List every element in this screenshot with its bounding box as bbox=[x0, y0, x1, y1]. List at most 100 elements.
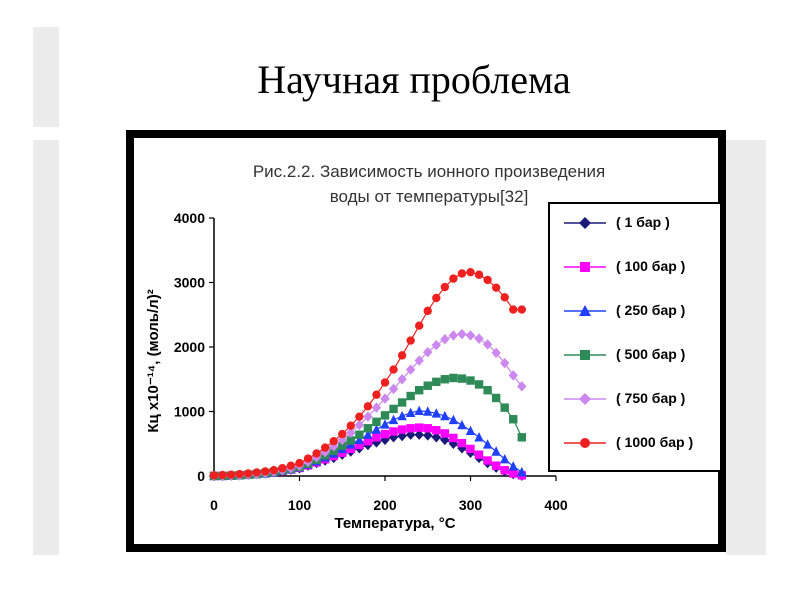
data-point bbox=[440, 334, 450, 345]
legend-swatch bbox=[564, 305, 606, 316]
legend-item: ( 1 бар ) bbox=[550, 212, 720, 234]
data-point bbox=[449, 433, 458, 443]
data-point bbox=[500, 357, 510, 369]
legend-label: ( 1 бар ) bbox=[616, 214, 670, 230]
x-axis-label: Температура, °C bbox=[334, 515, 455, 532]
legend-marker bbox=[579, 393, 591, 405]
data-point bbox=[440, 375, 450, 384]
legend-label: ( 250 бар ) bbox=[616, 302, 686, 318]
chart-title-line-1: Рис.2.2. Зависимость ионного произведени… bbox=[252, 162, 606, 181]
data-point bbox=[320, 443, 330, 452]
data-point bbox=[389, 404, 398, 414]
data-point bbox=[423, 306, 432, 316]
data-point bbox=[500, 403, 509, 412]
data-point bbox=[457, 374, 467, 383]
data-point bbox=[483, 275, 492, 285]
data-point bbox=[406, 391, 415, 401]
legend-marker bbox=[579, 305, 591, 316]
slide-decor-left-top bbox=[33, 27, 59, 127]
data-point bbox=[414, 429, 424, 440]
data-point bbox=[380, 419, 390, 429]
data-point bbox=[355, 412, 364, 421]
data-point bbox=[466, 376, 475, 385]
legend-item: ( 1000 бар ) bbox=[550, 432, 720, 454]
data-point bbox=[363, 402, 373, 411]
y-axis-label: Кц х10⁻¹⁴, (моль/л)² bbox=[145, 289, 162, 432]
data-point bbox=[491, 347, 501, 359]
legend-swatch bbox=[564, 350, 606, 360]
x-tick-label: 100 bbox=[288, 497, 312, 513]
slide-title: Научная проблема bbox=[257, 57, 571, 102]
x-tick-label: 300 bbox=[459, 497, 483, 513]
data-point bbox=[517, 433, 526, 442]
data-point bbox=[414, 355, 424, 366]
data-point bbox=[209, 471, 219, 480]
legend-swatch bbox=[564, 262, 606, 272]
data-point bbox=[482, 439, 493, 449]
chart-plot: 0 1000 2000 3000 4000 0 100 200 300 400 Температур… bbox=[145, 210, 568, 532]
data-point bbox=[474, 333, 484, 344]
legend-item: ( 250 бар ) bbox=[550, 300, 720, 322]
legend-swatch bbox=[564, 438, 606, 448]
data-point bbox=[337, 434, 347, 446]
data-point bbox=[474, 450, 484, 459]
y-tick-label: 1000 bbox=[174, 404, 205, 420]
data-point bbox=[432, 426, 441, 435]
data-point bbox=[448, 330, 459, 341]
data-point bbox=[508, 370, 518, 381]
data-point bbox=[500, 454, 510, 464]
slide-decor-left-bottom bbox=[33, 140, 59, 555]
x-tick-label: 200 bbox=[373, 497, 397, 513]
data-point bbox=[389, 365, 398, 374]
data-point bbox=[388, 383, 399, 395]
y-tick-label: 3000 bbox=[174, 275, 205, 291]
data-point bbox=[431, 432, 441, 443]
data-point bbox=[312, 449, 321, 458]
data-point bbox=[440, 282, 450, 292]
data-point bbox=[465, 425, 476, 436]
data-point bbox=[363, 436, 373, 446]
data-point bbox=[354, 419, 365, 431]
data-point bbox=[346, 421, 355, 430]
data-point bbox=[380, 378, 390, 387]
data-point bbox=[474, 380, 484, 389]
data-point bbox=[380, 434, 390, 446]
data-point bbox=[440, 410, 450, 421]
data-point bbox=[509, 415, 518, 424]
data-point bbox=[380, 429, 390, 439]
legend-marker bbox=[580, 262, 590, 272]
y-tick-label: 4000 bbox=[174, 210, 205, 226]
legend-label: ( 500 бар ) bbox=[616, 346, 686, 362]
data-point bbox=[363, 429, 373, 439]
data-point bbox=[457, 438, 467, 448]
data-point bbox=[372, 417, 381, 427]
data-point bbox=[363, 424, 373, 433]
data-point bbox=[338, 441, 347, 450]
data-point bbox=[363, 411, 373, 422]
legend-label: ( 1000 бар ) bbox=[616, 434, 694, 450]
data-point bbox=[397, 351, 407, 360]
data-point bbox=[355, 430, 364, 439]
legend-item: ( 500 бар ) bbox=[550, 344, 720, 366]
chart-legend: ( 1 бар ) ( 100 бар ) ( 250 бар ) ( 500 бар… bbox=[548, 202, 722, 472]
data-point bbox=[252, 468, 261, 477]
data-point bbox=[500, 465, 509, 475]
data-point bbox=[380, 393, 390, 404]
data-point bbox=[466, 267, 475, 277]
data-point bbox=[380, 411, 390, 420]
chart-title-line-2: воды от температуры[32] bbox=[329, 187, 529, 206]
data-point bbox=[431, 408, 441, 418]
data-point bbox=[415, 386, 424, 395]
data-point bbox=[235, 469, 244, 479]
legend-marker bbox=[579, 217, 591, 229]
legend-marker bbox=[580, 350, 590, 360]
data-point bbox=[405, 364, 416, 375]
data-point bbox=[457, 328, 467, 340]
data-point bbox=[457, 419, 467, 430]
data-point bbox=[517, 466, 527, 477]
data-point bbox=[500, 293, 509, 302]
data-point bbox=[389, 427, 398, 436]
data-point bbox=[491, 446, 501, 456]
data-point bbox=[371, 402, 382, 413]
data-point bbox=[483, 386, 492, 395]
